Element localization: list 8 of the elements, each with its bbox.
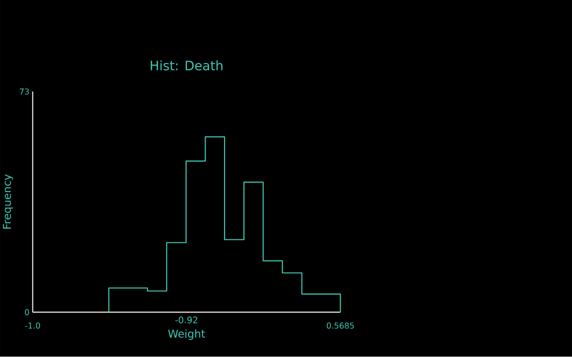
- x-tick-label: 0.5685: [326, 322, 354, 329]
- y-tick-label: 0: [24, 309, 29, 316]
- y-tick-label: 73: [20, 88, 29, 95]
- text: -0.92: [175, 316, 198, 324]
- chart-title: Hist: Death: [150, 60, 222, 71]
- x-tick-label: -1.0: [25, 322, 40, 329]
- y-axis-title: Frequency: [2, 174, 14, 229]
- x-axis-title: Weight: [168, 330, 206, 340]
